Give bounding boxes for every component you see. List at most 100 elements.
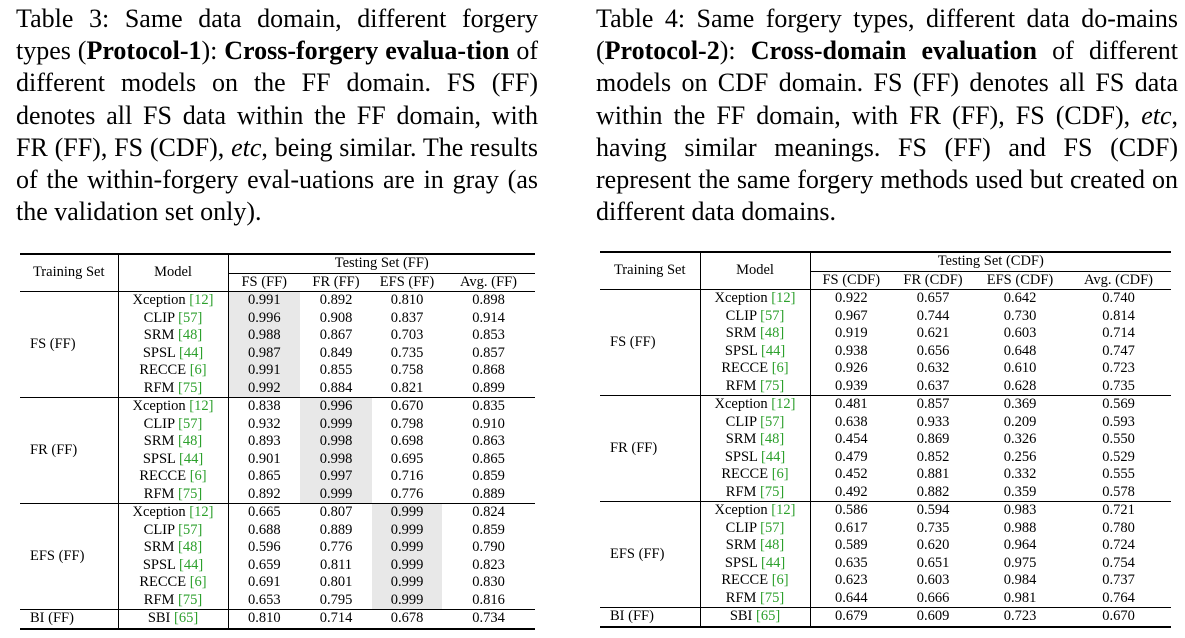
score-cell: 0.730 <box>1003 307 1037 324</box>
citation-link[interactable]: [44] <box>760 554 786 571</box>
table-row: RFM [75] 0.644 0.666 0.981 0.764 <box>600 589 1171 608</box>
score-cell: 0.603 <box>916 572 950 588</box>
score-cell: 0.899 <box>472 379 505 396</box>
score-cell: 0.938 <box>834 342 868 359</box>
model-cell: RFM [75] <box>700 377 811 396</box>
score-cell: 0.735 <box>916 519 950 536</box>
score-cell: 0.586 <box>810 501 892 520</box>
citation-link[interactable]: [44] <box>178 450 204 467</box>
citation-link[interactable]: [57] <box>178 521 203 538</box>
table-row: SPSL [44] 0.901 0.998 0.695 0.865 <box>20 450 535 468</box>
score-cell: 0.758 <box>390 362 424 378</box>
model-name: SRM <box>143 539 175 555</box>
citation-link[interactable]: [6] <box>189 362 207 378</box>
citation-link[interactable]: [12] <box>189 292 214 308</box>
score-cell: 0.589 <box>834 537 868 553</box>
citation-link[interactable]: [75] <box>178 485 203 502</box>
score-cell: 0.855 <box>319 362 353 378</box>
table-row: SRM [48] 0.988 0.867 0.703 0.853 <box>20 327 535 345</box>
citation-link[interactable]: [12] <box>771 290 796 306</box>
score-cell: 0.821 <box>390 379 424 396</box>
citation-link[interactable]: [57] <box>178 415 203 432</box>
score-cell: 0.983 <box>974 501 1066 520</box>
score-cell: 0.999 <box>372 503 442 522</box>
testing-set-header: Testing Set (CDF) <box>810 251 1171 272</box>
column-header: FR (FF) <box>300 273 372 292</box>
citation-link[interactable]: [6] <box>189 468 207 484</box>
citation-link[interactable]: [48] <box>760 325 785 341</box>
citation-link[interactable]: [44] <box>760 448 786 465</box>
citation-link[interactable]: [44] <box>760 342 786 359</box>
score-cell: 0.648 <box>1003 342 1037 359</box>
citation-link[interactable]: [57] <box>760 413 785 430</box>
citation-link[interactable]: [57] <box>178 309 203 326</box>
score-cell: 0.678 <box>372 609 442 630</box>
score-cell: 0.617 <box>834 519 868 536</box>
citation-link[interactable]: [57] <box>760 307 785 324</box>
citation-link[interactable]: [65] <box>174 610 199 626</box>
score-cell: 0.999 <box>372 556 442 574</box>
citation-link[interactable]: [12] <box>189 398 214 414</box>
score-cell: 0.651 <box>916 554 950 571</box>
model-name: RECCE <box>721 360 769 376</box>
model-cell: RFM [75] <box>700 589 811 608</box>
model-name: RECCE <box>139 362 187 378</box>
table-row: CLIP [57] 0.638 0.933 0.209 0.593 <box>600 413 1171 431</box>
score-cell: 0.628 <box>1003 377 1037 394</box>
citation-link[interactable]: [12] <box>771 502 796 518</box>
citation-link[interactable]: [75] <box>760 483 785 500</box>
model-name: SPSL <box>724 448 758 465</box>
model-name: CLIP <box>143 309 175 326</box>
score-cell: 0.620 <box>916 537 950 553</box>
citation-link[interactable]: [44] <box>178 344 204 361</box>
score-cell: 0.838 <box>228 397 300 416</box>
citation-link[interactable]: [75] <box>760 377 785 394</box>
citation-link[interactable]: [48] <box>178 539 203 555</box>
score-cell: 0.747 <box>1102 342 1135 359</box>
citation-link[interactable]: [48] <box>760 431 785 447</box>
citation-link[interactable]: [6] <box>771 466 789 482</box>
score-cell: 0.811 <box>319 556 353 573</box>
caption-text: ): <box>201 36 225 66</box>
protocol-label: Protocol-1 <box>86 36 202 66</box>
model-name: SRM <box>143 327 175 343</box>
score-cell: 0.594 <box>892 501 974 520</box>
score-cell: 0.256 <box>1003 448 1037 465</box>
score-cell: 0.666 <box>916 589 950 606</box>
citation-link[interactable]: [6] <box>771 360 789 376</box>
score-cell: 0.881 <box>916 466 950 482</box>
score-cell: 0.670 <box>1066 607 1171 628</box>
score-cell: 0.659 <box>247 556 281 573</box>
citation-link[interactable]: [48] <box>760 537 785 553</box>
citation-link[interactable]: [6] <box>771 572 789 588</box>
citation-link[interactable]: [48] <box>178 327 203 343</box>
model-cell: RECCE [6] <box>118 362 229 380</box>
model-name: Xception <box>132 292 186 308</box>
caption-text: of different models on the FF domain. FS… <box>16 36 538 162</box>
citation-link[interactable]: [75] <box>178 591 203 608</box>
table-row: SRM [48] 0.589 0.620 0.964 0.724 <box>600 537 1171 555</box>
caption-text: Table 4: Same forgery types, different d… <box>596 4 1178 66</box>
citation-link[interactable]: [75] <box>178 379 203 396</box>
citation-link[interactable]: [57] <box>760 519 785 536</box>
score-cell: 0.790 <box>472 539 505 555</box>
citation-link[interactable]: [6] <box>189 574 207 590</box>
citation-link[interactable]: [12] <box>771 396 796 412</box>
score-cell: 0.492 <box>834 483 868 500</box>
citation-link[interactable]: [12] <box>189 504 214 520</box>
score-cell: 0.865 <box>472 450 505 467</box>
model-cell: CLIP [57] <box>700 519 811 537</box>
table-row: RFM [75] 0.653 0.795 0.999 0.816 <box>20 591 535 610</box>
table-row: SRM [48] 0.893 0.998 0.698 0.863 <box>20 433 535 451</box>
citation-link[interactable]: [75] <box>760 589 785 606</box>
table-row: RFM [75] 0.492 0.882 0.359 0.578 <box>600 483 1171 502</box>
column-header: FS (FF) <box>228 273 300 292</box>
citation-link[interactable]: [65] <box>756 608 781 624</box>
citation-link[interactable]: [44] <box>178 556 204 573</box>
score-cell: 0.999 <box>372 574 442 592</box>
model-name: SRM <box>725 431 757 447</box>
model-name: SPSL <box>142 556 176 573</box>
citation-link[interactable]: [48] <box>178 433 203 449</box>
score-cell: 0.991 <box>228 362 300 380</box>
score-cell: 0.892 <box>300 291 372 310</box>
